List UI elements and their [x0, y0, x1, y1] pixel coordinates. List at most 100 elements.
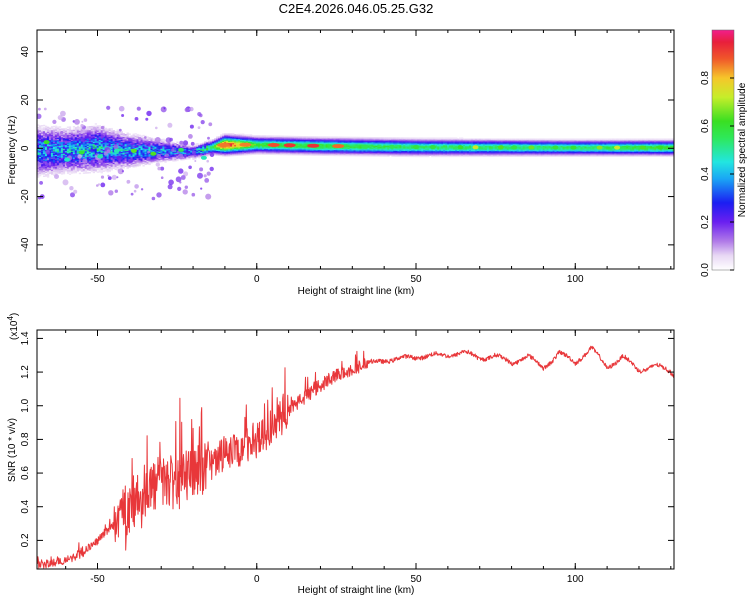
spectrogram-cell [373, 143, 376, 145]
spectrogram-cell [80, 160, 84, 162]
spectrogram-cell [381, 145, 384, 148]
spectrogram-cell [148, 145, 151, 147]
spectrogram-cell [323, 142, 326, 144]
spectrogram-cell [176, 157, 179, 159]
spectrogram-cell [172, 156, 175, 159]
spectrogram-cell [138, 152, 141, 155]
spectrogram-cell [329, 148, 332, 151]
spectrogram-cell [82, 166, 86, 168]
spectrogram-cell [104, 155, 107, 158]
spectrogram-cell [345, 140, 348, 142]
spectrogram-cell [259, 143, 263, 146]
spectrogram-cell [220, 151, 223, 153]
spectrogram-cell [88, 150, 92, 152]
spectrogram-cell [88, 139, 92, 141]
spectrogram-cell [353, 136, 356, 139]
spectrogram-cell [214, 145, 217, 148]
spectrogram-cell [466, 148, 470, 150]
spectrogram-cell [102, 140, 105, 142]
spectrogram-cell [204, 143, 207, 145]
spectrogram-cell [413, 149, 416, 152]
spectrogram-cell [156, 151, 159, 154]
spectrogram-cell [349, 150, 352, 152]
spectrogram-cell [70, 162, 74, 164]
spectrogram-cell [74, 156, 78, 158]
spectrogram-cell [443, 155, 446, 158]
spectrogram-cell [429, 142, 432, 144]
spectrogram-cell [102, 138, 105, 141]
spectrogram-cell [393, 137, 396, 139]
spectrogram-cell [331, 141, 334, 143]
spectrogram-cell [528, 153, 531, 155]
spectrogram-cell [492, 150, 496, 153]
spectrogram-cell [56, 157, 60, 160]
spectrogram-cell [321, 148, 324, 150]
spectrogram-cell [403, 142, 406, 144]
spectrogram-cell [401, 154, 404, 156]
spectrogram-cell [357, 144, 360, 146]
spectrogram-cell [435, 141, 438, 143]
spectrogram-cell [118, 133, 121, 136]
spectrogram-cell [506, 141, 510, 143]
spectrogram-cell [393, 150, 396, 153]
spectrogram-cell [86, 132, 90, 134]
spectrogram-cell [496, 151, 500, 154]
spectrogram-cell [40, 140, 44, 143]
spectrogram-cell [118, 141, 121, 143]
spectrogram-cell [267, 148, 271, 151]
spectrogram-cell [88, 164, 92, 167]
spectrogram-cell [253, 148, 257, 151]
spectrogram-cell [375, 155, 378, 157]
spectrogram-cell [295, 149, 299, 151]
spectrogram-cell [522, 144, 525, 147]
spectrogram-cell [466, 150, 470, 153]
spectrogram-cell [208, 146, 211, 148]
spectrogram-cell [126, 134, 129, 137]
spectrogram-cell [72, 170, 76, 173]
spectrogram-cell [486, 138, 490, 141]
spectrogram-cell [411, 155, 414, 158]
spectrogram-cell [50, 164, 54, 167]
spectrogram-cell [337, 147, 340, 149]
spectrogram-cell [367, 142, 370, 145]
spectrogram-cell [66, 141, 70, 143]
spectrogram-cell [228, 139, 231, 141]
spectrogram-cell [86, 133, 90, 135]
spectrogram-cell [251, 152, 255, 154]
spectrogram-cell [451, 148, 454, 150]
spectrogram-cell [478, 151, 482, 154]
spectrogram-cell [331, 140, 334, 142]
spectrogram-cell [92, 160, 96, 163]
spectrogram-cell [281, 139, 285, 141]
spectrogram-cell [136, 159, 139, 161]
spectrogram-cell [138, 159, 141, 162]
spectrogram-cell [52, 143, 56, 146]
spectrogram-cell [60, 158, 64, 161]
spectrogram-cell [246, 147, 249, 150]
spectrogram-cell [417, 144, 420, 147]
spectrogram-cell [76, 131, 80, 134]
spectrogram-cell [502, 141, 506, 143]
spectrogram-cell [425, 142, 428, 144]
spectrogram-cell [104, 142, 107, 144]
spectrogram-cell [54, 147, 58, 149]
spectrogram-cell [158, 141, 161, 144]
spectrogram-cell [329, 141, 332, 143]
spectrogram-cell [74, 157, 78, 159]
spectrogram-cell [78, 166, 82, 169]
spectrogram-cell [62, 152, 66, 154]
spectrogram-cell [140, 142, 143, 145]
spectrogram-cell [512, 149, 516, 151]
spectrogram-cell [108, 154, 111, 157]
spectrogram-cell [464, 149, 468, 152]
spectrogram-cell [116, 165, 119, 168]
spectrogram-cell [156, 145, 159, 148]
spectrogram-cell [329, 143, 332, 146]
spectrogram-cell [484, 148, 488, 150]
spectrogram-cell [166, 150, 169, 152]
spectrogram-cell [218, 141, 221, 143]
spectrogram-cell [90, 163, 94, 165]
spectrogram-cell [220, 146, 223, 148]
spectrogram-cell [226, 138, 229, 140]
spectrogram-cell [439, 137, 442, 140]
